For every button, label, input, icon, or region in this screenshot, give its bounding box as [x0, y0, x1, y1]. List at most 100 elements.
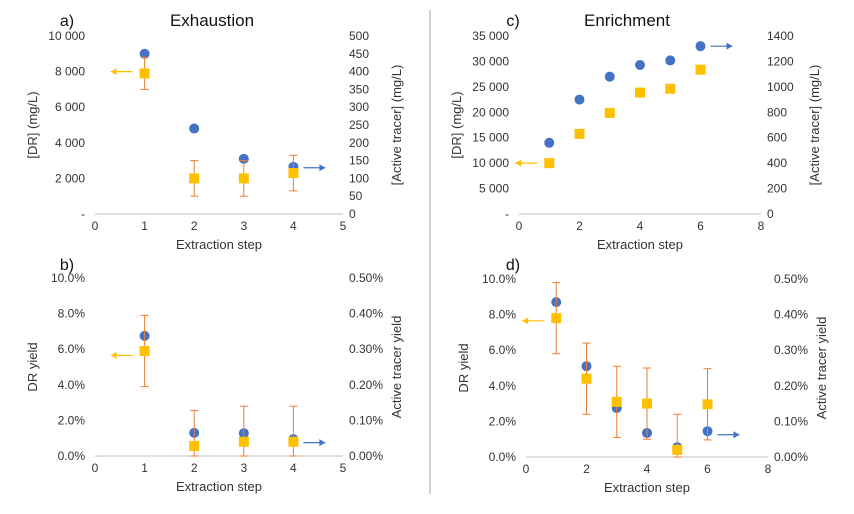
tracer-point — [642, 398, 652, 409]
y-tick-label: 30 000 — [472, 54, 509, 68]
y-axis-title: DR yield — [456, 343, 471, 392]
x-tick-label: 1 — [141, 219, 148, 233]
y2-tick-label: 0.20% — [349, 378, 383, 392]
x-tick-label: 2 — [576, 219, 583, 233]
x-tick-label: 0 — [516, 219, 523, 233]
y2-tick-label: 350 — [349, 82, 369, 96]
y-axis-title: DR yield — [25, 342, 40, 391]
y2-axis-title: Active tracer yield — [814, 317, 829, 420]
tracer-point — [238, 173, 249, 184]
y-tick-label: 10 000 — [48, 29, 85, 43]
y2-axis-title: Active tracer yield — [389, 316, 404, 419]
tracer-point — [574, 128, 585, 139]
y2-tick-label: 1000 — [767, 80, 794, 94]
y-tick-label: 35 000 — [472, 29, 509, 43]
y-tick-label: 6.0% — [489, 343, 517, 357]
tracer-point — [288, 168, 299, 179]
y2-tick-label: 250 — [349, 118, 369, 132]
dr-point — [604, 71, 615, 82]
dr-point — [139, 48, 150, 59]
y-tick-label: 25 000 — [472, 80, 509, 94]
x-tick-label: 6 — [697, 219, 704, 233]
x-tick-label: 4 — [644, 462, 651, 476]
arrow-left-icon — [515, 159, 522, 167]
x-axis-title: Extraction step — [176, 237, 262, 252]
tracer-point — [288, 436, 299, 447]
x-tick-label: 3 — [240, 219, 247, 233]
x-tick-label: 0 — [92, 461, 99, 475]
chart-title: Enrichment — [584, 11, 670, 30]
tracer-point — [139, 68, 150, 79]
y-tick-label: 2.0% — [489, 414, 517, 428]
y-tick-label: 4.0% — [489, 379, 517, 393]
dr-point — [574, 94, 585, 105]
x-tick-label: 0 — [523, 462, 530, 476]
y-tick-label: 2 000 — [55, 171, 85, 185]
arrow-left-icon — [110, 68, 117, 76]
x-tick-label: 5 — [340, 219, 347, 233]
y2-tick-label: 0.30% — [774, 343, 808, 357]
x-tick-label: 8 — [758, 219, 765, 233]
x-tick-label: 2 — [583, 462, 590, 476]
panel-label: d) — [506, 257, 520, 274]
y2-tick-label: 150 — [349, 154, 369, 168]
y2-tick-label: 400 — [349, 65, 369, 79]
y2-tick-label: 0.40% — [774, 308, 808, 322]
x-tick-label: 2 — [191, 219, 198, 233]
y-tick-label: 5 000 — [479, 182, 509, 196]
y-tick-label: 10.0% — [51, 271, 85, 285]
y-tick-label: 0.0% — [58, 449, 86, 463]
tracer-point — [189, 441, 200, 452]
panel-label: c) — [506, 13, 519, 30]
y-tick-label: 8.0% — [489, 308, 517, 322]
y2-tick-label: 500 — [349, 29, 369, 43]
panel-label: b) — [60, 257, 74, 274]
arrow-right-icon — [319, 439, 326, 447]
y-tick-label: 15 000 — [472, 131, 509, 145]
tracer-point — [238, 436, 249, 447]
y2-tick-label: 800 — [767, 105, 787, 119]
x-tick-label: 8 — [765, 462, 772, 476]
arrow-right-icon — [319, 164, 326, 172]
panel-label: a) — [60, 13, 74, 30]
tracer-point — [581, 373, 592, 384]
arrow-left-icon — [522, 317, 529, 325]
y-tick-label: 2.0% — [58, 413, 86, 427]
y2-tick-label: 0.20% — [774, 379, 808, 393]
chart-title: Exhaustion — [170, 11, 254, 30]
arrow-right-icon — [726, 42, 733, 50]
y-tick-label: - — [81, 207, 85, 221]
y-tick-label: 0.0% — [489, 450, 517, 464]
y2-tick-label: 0.40% — [349, 307, 383, 321]
y-tick-label: 8.0% — [58, 307, 86, 321]
tracer-point — [702, 399, 713, 410]
tracer-point — [604, 107, 615, 118]
tracer-point — [189, 173, 200, 184]
y-tick-label: 4 000 — [55, 136, 85, 150]
y2-tick-label: 0 — [767, 207, 774, 221]
y-tick-label: 8 000 — [55, 65, 85, 79]
x-tick-label: 5 — [340, 461, 347, 475]
dr-point — [665, 55, 676, 66]
y2-tick-label: 0.50% — [349, 271, 383, 285]
x-axis-title: Extraction step — [604, 480, 690, 495]
y2-tick-label: 450 — [349, 47, 369, 61]
y2-tick-label: 0.50% — [774, 272, 808, 286]
tracer-point — [665, 83, 676, 94]
tracer-point — [544, 158, 555, 169]
y-axis-title: [DR] (mg/L) — [449, 91, 464, 158]
y-tick-label: 20 000 — [472, 105, 509, 119]
x-tick-label: 6 — [704, 462, 711, 476]
tracer-point — [551, 313, 562, 324]
y-tick-label: 6 000 — [55, 100, 85, 114]
y2-tick-label: 0.10% — [774, 414, 808, 428]
dr-point — [635, 59, 645, 70]
tracer-point — [695, 64, 706, 75]
y-tick-label: 4.0% — [58, 378, 86, 392]
x-tick-label: 2 — [191, 461, 198, 475]
dr-point — [238, 153, 249, 164]
tracer-point — [635, 87, 645, 98]
tracer-point — [139, 345, 150, 356]
y-tick-label: - — [505, 207, 509, 221]
